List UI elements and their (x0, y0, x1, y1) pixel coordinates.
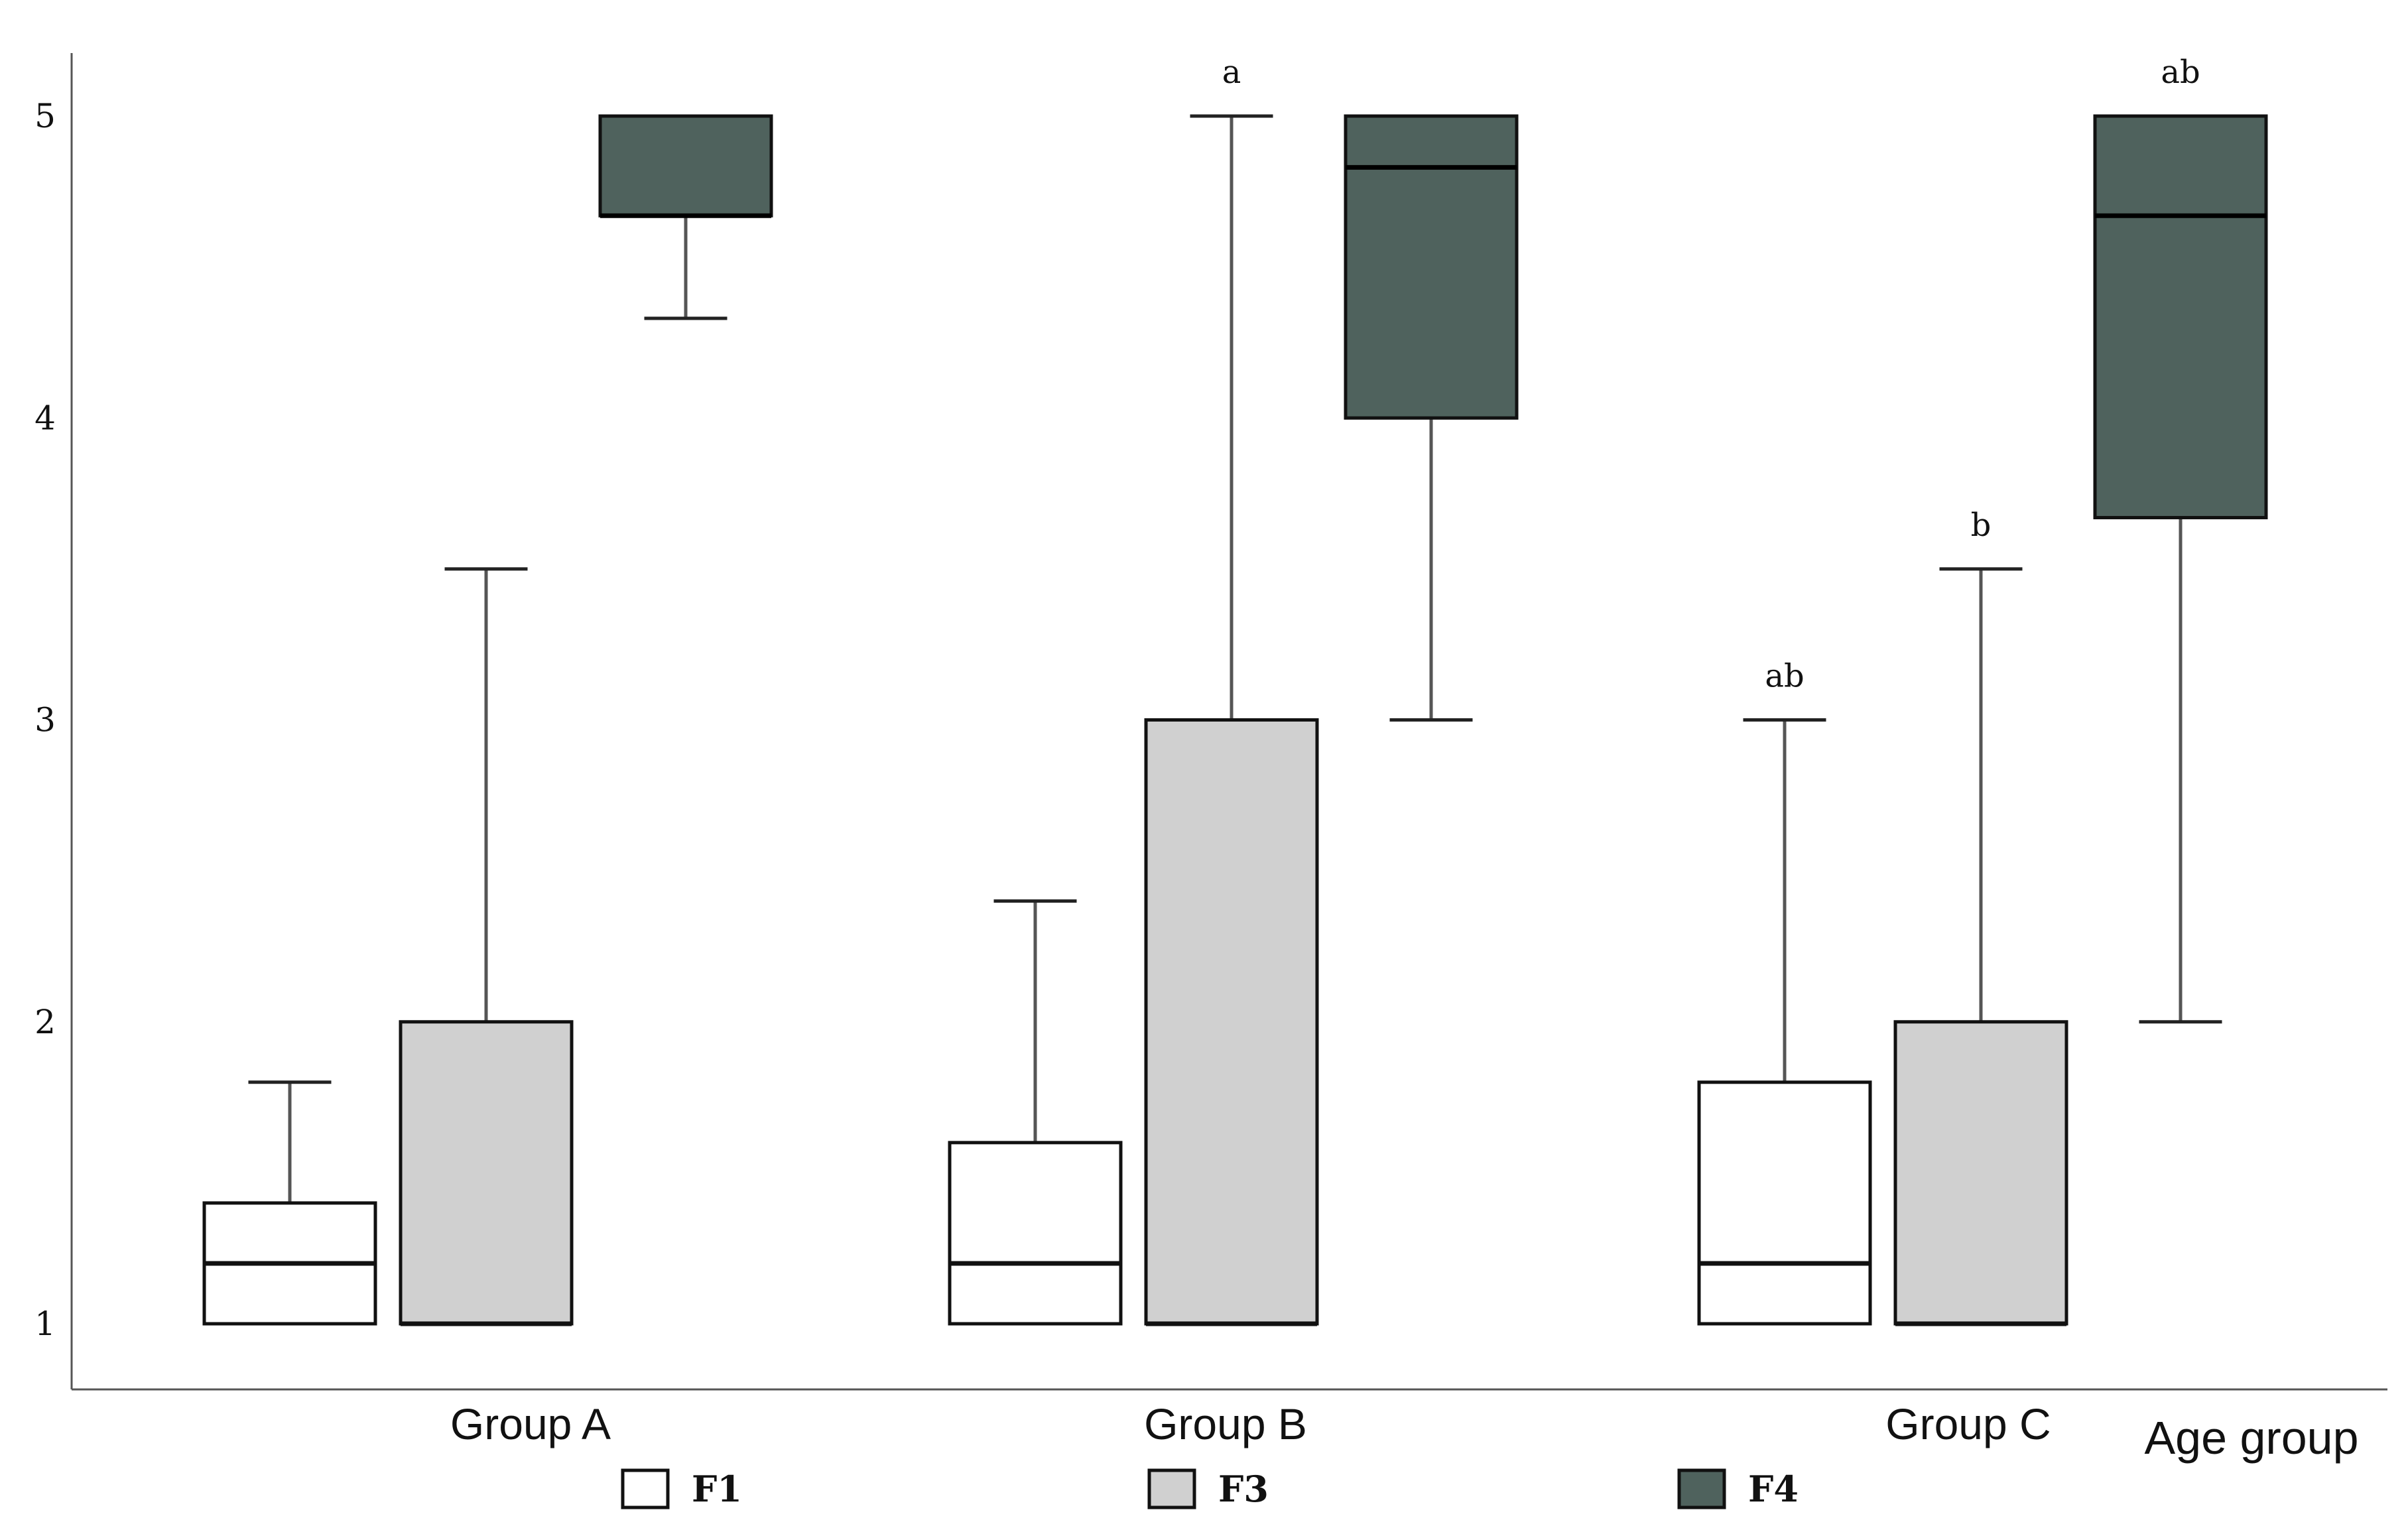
legend-label-f4: F4 (1748, 1468, 1799, 1510)
box-f1-group-c (1697, 718, 1872, 1326)
box-f4-group-b (1344, 114, 1519, 722)
y-tick-label: 4 (34, 399, 56, 437)
legend-swatch-f1 (621, 1468, 670, 1509)
significance-label: ab (1765, 658, 1804, 695)
box-f3-group-b (1144, 114, 1319, 1326)
y-tick-label: 2 (34, 1003, 56, 1041)
box-rect (2093, 114, 2268, 519)
y-tick-label: 3 (34, 701, 56, 739)
box-rect (1697, 1080, 1872, 1326)
x-category-label: Group B (1144, 1399, 1307, 1448)
box-f3-group-c (1893, 567, 2068, 1326)
box-rect (399, 1020, 574, 1326)
box-rect (598, 114, 773, 218)
significance-label: a (1222, 54, 1241, 91)
legend-swatch-f4 (1677, 1468, 1726, 1509)
x-category-label: Group C (1885, 1399, 2051, 1448)
box-f4-group-c (2093, 114, 2268, 1024)
box-rect (1344, 114, 1519, 420)
box-f4-group-a (598, 114, 773, 320)
box-series (202, 114, 2268, 1326)
significance-label: b (1971, 507, 1992, 544)
box-f3-group-a (399, 567, 574, 1326)
legend: F1 F3 F4 (621, 1468, 1799, 1510)
axes (70, 53, 2387, 1391)
significance-label: ab (2161, 54, 2200, 91)
y-axis-ticks: 1 2 3 4 5 (34, 97, 56, 1343)
legend-label-f1: F1 (692, 1468, 742, 1510)
box-rect (1144, 718, 1319, 1326)
y-tick-label: 1 (34, 1305, 56, 1343)
legend-label-f3: F3 (1218, 1468, 1269, 1510)
legend-swatch-f3 (1147, 1468, 1196, 1509)
y-tick-label: 5 (34, 97, 56, 135)
x-axis-category-labels: Group A Group B Group C (450, 1399, 2051, 1448)
x-axis-title: Age group (2144, 1412, 2358, 1464)
x-category-label: Group A (450, 1399, 611, 1448)
box-f1-group-a (202, 1080, 377, 1326)
box-rect (948, 1141, 1123, 1326)
box-rect (1893, 1020, 2068, 1326)
box-f1-group-b (948, 899, 1123, 1326)
